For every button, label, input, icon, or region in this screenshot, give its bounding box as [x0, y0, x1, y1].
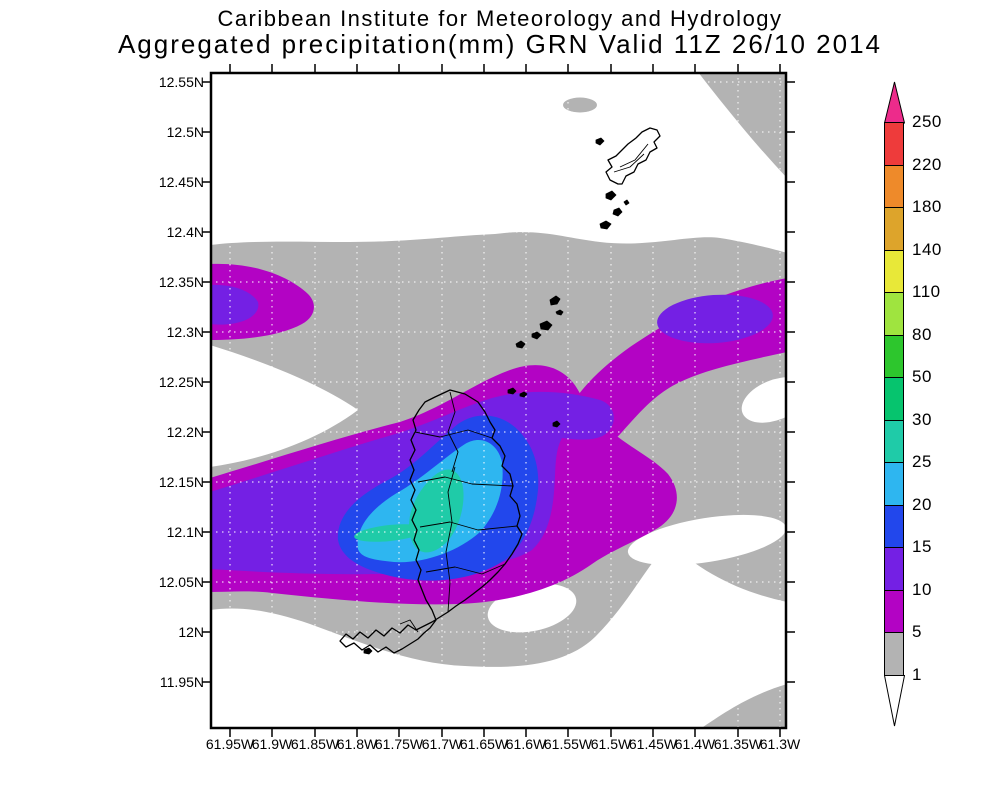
- lon-tick-label: 61.6W: [505, 736, 547, 752]
- colorbar-tick-label: 220: [912, 154, 942, 174]
- island-outlines: [339, 127, 661, 655]
- colorbar-tick-label: 110: [912, 282, 941, 302]
- page-subtitle: Aggregated precipitation(mm) GRN Valid 1…: [117, 29, 883, 59]
- lat-tick-label: 12.2N: [166, 424, 204, 440]
- contour-gray-bottomright: [700, 684, 787, 729]
- contour-fills: [210, 72, 787, 729]
- contour-gray-topright: [698, 72, 787, 178]
- colorbar-segment-180-220: [884, 164, 904, 209]
- lon-tick-label: 61.55W: [543, 736, 593, 752]
- gridlines-white: [210, 72, 787, 729]
- contour-violet-west-core: [210, 284, 259, 325]
- colorbar-segment-1-5: [884, 632, 904, 676]
- lat-tick-label: 12.05N: [158, 574, 204, 590]
- colorbar-tick-label: 80: [912, 324, 932, 344]
- lat-tick-label: 11.95N: [159, 674, 204, 690]
- lon-tick-label: 61.65W: [459, 736, 509, 752]
- colorbar-tick-label: 140: [912, 239, 942, 259]
- colorbar-tick-label: 10: [912, 579, 932, 599]
- colorbar-tick-label: 5: [912, 622, 922, 642]
- colorbar-segment-20-25: [884, 462, 904, 506]
- carriacou-coastline: [605, 127, 661, 185]
- colorbar-segment-15-20: [884, 504, 904, 549]
- colorbar-tick-label: 1: [912, 665, 922, 685]
- contour-teal-streak: [354, 524, 426, 542]
- colorbar-segment-25-30: [884, 419, 904, 464]
- colorbar-tick-label: 50: [912, 367, 932, 387]
- contour-gray-spot: [563, 97, 597, 113]
- colorbar-below-min-arrow: [884, 675, 905, 727]
- lon-tick-label: 61.5W: [590, 736, 632, 752]
- colorbar-segment-30-50: [884, 377, 904, 421]
- colorbar-segment-10-15: [884, 547, 904, 591]
- colorbar-segment-140-180: [884, 207, 904, 251]
- grenada-coastline: [339, 389, 523, 654]
- lon-tick-label: 61.45W: [628, 736, 678, 752]
- colorbar-tick-label: 250: [912, 112, 942, 131]
- lat-tick-label: 12.3N: [166, 324, 204, 340]
- colorbar-segment-80-110: [884, 292, 904, 336]
- colorbar-segment-110-140: [884, 249, 904, 294]
- lon-tick-label: 61.4W: [674, 736, 716, 752]
- colorbar-tick-label: 15: [912, 537, 932, 557]
- lat-tick-label: 12.55N: [158, 74, 204, 90]
- contour-white-hole-east: [627, 514, 787, 566]
- colorbar-tick-label: 25: [912, 452, 932, 472]
- lon-tick-label: 61.35W: [713, 736, 763, 752]
- contour-violet-northeast-core: [657, 294, 773, 344]
- lat-tick-label: 12.5N: [166, 124, 204, 140]
- page-title: Caribbean Institute for Meteorology and …: [217, 6, 783, 31]
- contour-white-hole-northeast: [741, 377, 787, 423]
- lat-tick-label: 12.4N: [166, 224, 204, 240]
- lon-tick-label: 61.75W: [374, 736, 424, 752]
- lat-tick-label: 12.25N: [158, 374, 204, 390]
- lat-tick-label: 12.35N: [158, 274, 204, 290]
- colorbar-tick-label: 180: [912, 197, 942, 217]
- colorbar-above-max-arrow: [884, 81, 905, 124]
- lat-tick-label: 12.45N: [158, 174, 204, 190]
- lon-tick-label: 61.8W: [336, 736, 378, 752]
- precipitation-contour-map: [202, 64, 795, 737]
- lat-tick-label: 12.15N: [158, 474, 204, 490]
- colorbar-tick-label: 30: [912, 409, 932, 429]
- grenadine-islets: [363, 137, 630, 655]
- grenada-parish-boundaries: [399, 391, 518, 633]
- carriacou-boundaries: [613, 143, 649, 173]
- plot-border: [209, 71, 788, 730]
- axis-ticks: [202, 64, 795, 737]
- lon-tick-label: 61.85W: [290, 736, 340, 752]
- lon-tick-label: 61.7W: [421, 736, 463, 752]
- lon-tick-label: 61.95W: [205, 736, 255, 752]
- lat-tick-label: 12N: [178, 624, 204, 640]
- precipitation-colorbar: 250 220 180 140 110 80 50 30 25 20 15 10 5 1: [880, 80, 1000, 740]
- colorbar-segment-220-250: [884, 122, 904, 166]
- colorbar-segment-50-80: [884, 334, 904, 379]
- lon-tick-label: 61.9W: [251, 736, 293, 752]
- lon-tick-label: 61.3W: [759, 736, 801, 752]
- colorbar-segment-5-10: [884, 589, 904, 634]
- colorbar-tick-label: 20: [912, 494, 932, 514]
- lat-tick-label: 12.1N: [166, 524, 204, 540]
